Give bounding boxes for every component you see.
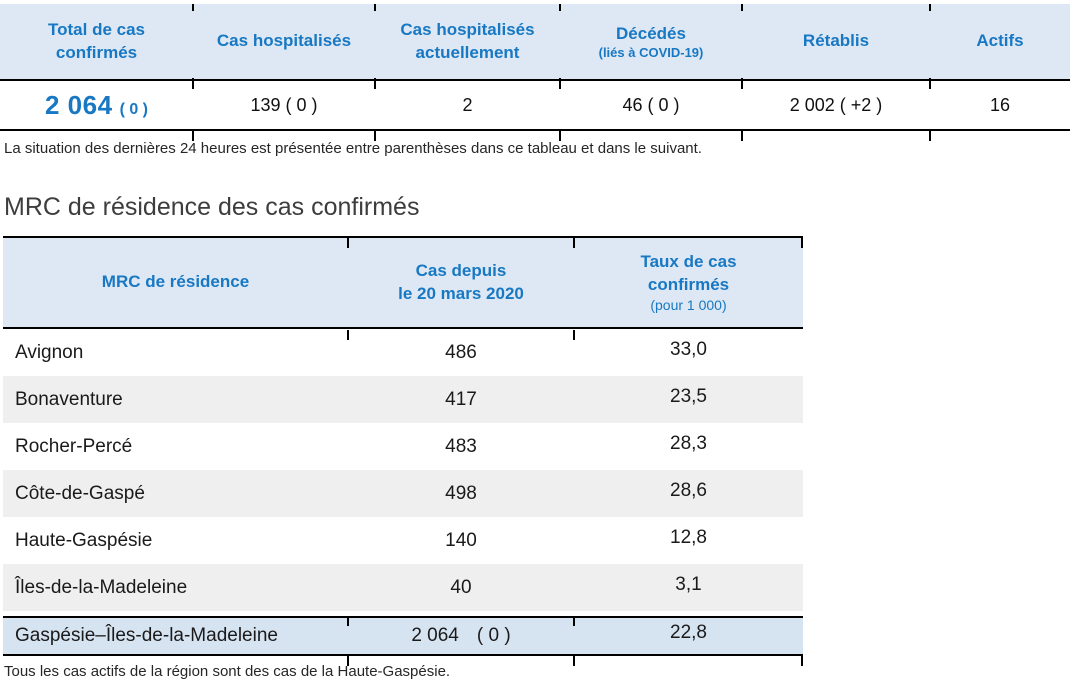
table-total-row: Gaspésie–Îles-de-la-Madeleine 2 064 ( 0 )… <box>3 616 803 656</box>
mrc-cases: 417 <box>445 388 477 410</box>
column-divider-tick <box>929 78 931 89</box>
column-divider-tick <box>929 4 931 11</box>
region-total-name: Gaspésie–Îles-de-la-Madeleine <box>15 625 278 646</box>
header-label-line1: Taux de cas <box>640 252 737 272</box>
mrc-cases: 40 <box>450 576 472 598</box>
column-divider-tick <box>192 4 194 11</box>
table-row: Îles-de-la-Madeleine 40 3,1 <box>3 564 803 611</box>
column-divider-tick <box>374 130 376 141</box>
column-divider-tick <box>929 130 931 141</box>
mrc-cases: 498 <box>445 482 477 504</box>
column-divider-tick <box>559 78 561 89</box>
total-confirmed-number: 2 064 <box>44 89 113 120</box>
mrc-rate: 28,6 <box>670 479 707 501</box>
mrc-name: Îles-de-la-Madeleine <box>15 576 188 598</box>
column-divider-tick <box>347 330 349 340</box>
header-hospitalized-current: Cas hospitalisés actuellement <box>375 4 560 79</box>
page-title: MRC de résidence des cas confirmés <box>4 193 420 221</box>
header-active: Actifs <box>930 4 1070 79</box>
mrc-cases: 483 <box>445 435 477 457</box>
header-label-line2: le 20 mars 2020 <box>398 283 524 303</box>
parentheses-note: La situation des dernières 24 heures est… <box>4 140 702 157</box>
mrc-rate: 33,0 <box>670 338 707 360</box>
column-divider-tick <box>573 656 575 666</box>
region-total-cases: 2 064 ( 0 ) <box>348 625 574 647</box>
mrc-rate: 28,3 <box>670 432 707 454</box>
summary-table-header: Total de cas confirmés Cas hospitalisés … <box>0 4 1070 79</box>
mrc-name: Bonaventure <box>15 388 123 410</box>
value-total-confirmed: 2 064 ( 0 ) <box>0 90 193 121</box>
value-recovered: 2 002 ( +2 ) <box>789 94 883 115</box>
column-divider-tick <box>347 616 349 626</box>
region-total-cases-delta: ( 0 ) <box>476 625 511 646</box>
header-mrc-residence: MRC de résidence <box>3 238 348 327</box>
column-divider-tick <box>801 656 803 666</box>
header-label: Cas hospitalisés actuellement <box>400 20 535 62</box>
summary-table-values: 2 064 ( 0 ) 139 ( 0 ) 2 46 ( 0 ) 2 002 (… <box>0 79 1070 131</box>
column-divider-tick <box>573 238 575 248</box>
column-divider-tick <box>192 78 194 89</box>
mrc-name: Avignon <box>15 341 84 363</box>
mrc-rate: 3,1 <box>675 573 702 595</box>
header-label: Actifs <box>976 31 1024 51</box>
column-divider-tick <box>573 330 575 340</box>
column-divider-tick <box>801 238 803 248</box>
mrc-table: MRC de résidence Cas depuis le 20 mars 2… <box>3 236 803 656</box>
total-confirmed-delta: ( 0 ) <box>119 100 149 118</box>
mrc-table-header: MRC de résidence Cas depuis le 20 mars 2… <box>3 236 803 329</box>
header-label: Cas hospitalisés <box>216 31 352 51</box>
column-divider-tick <box>741 78 743 89</box>
header-sublabel: (pour 1 000) <box>650 297 727 314</box>
header-label-line1: Cas depuis <box>415 260 507 280</box>
column-divider-tick <box>347 656 349 666</box>
mrc-name: Côte-de-Gaspé <box>15 482 145 504</box>
column-divider-tick <box>559 130 561 141</box>
value-hospitalized-current: 2 <box>462 94 473 115</box>
column-divider-tick <box>559 4 561 11</box>
table-row: Rocher-Percé 483 28,3 <box>3 423 803 470</box>
region-total-rate: 22,8 <box>670 622 707 643</box>
header-deceased: Décédés (liés à COVID-19) <box>560 4 742 79</box>
table-row: Bonaventure 417 23,5 <box>3 376 803 423</box>
header-label-line2: confirmés <box>647 275 730 295</box>
report-page: { "colors": { "accent_blue_text": "#1878… <box>0 4 1070 684</box>
value-hospitalized: 139 ( 0 ) <box>250 94 318 115</box>
value-deceased: 46 ( 0 ) <box>622 94 680 115</box>
header-label: Décédés <box>616 23 686 43</box>
mrc-name: Rocher-Percé <box>15 435 133 457</box>
header-label: MRC de résidence <box>101 272 250 292</box>
column-divider-tick <box>741 130 743 141</box>
value-active: 16 <box>989 94 1011 115</box>
mrc-name: Haute-Gaspésie <box>15 529 153 551</box>
mrc-cases: 486 <box>445 341 477 363</box>
region-total-cases-number: 2 064 <box>411 625 459 646</box>
header-total-confirmed: Total de cas confirmés <box>0 4 193 79</box>
table-row: Haute-Gaspésie 140 12,8 <box>3 517 803 564</box>
mrc-rate: 12,8 <box>670 526 707 548</box>
mrc-cases: 140 <box>445 529 477 551</box>
header-label: Total de cas confirmés <box>48 20 145 62</box>
header-cases-since: Cas depuis le 20 mars 2020 <box>348 238 574 327</box>
header-sublabel: (liés à COVID-19) <box>598 44 704 60</box>
active-cases-note: Tous les cas actifs de la région sont de… <box>4 663 451 680</box>
column-divider-tick <box>573 616 575 626</box>
header-recovered: Rétablis <box>742 4 930 79</box>
table-row: Côte-de-Gaspé 498 28,6 <box>3 470 803 517</box>
column-divider-tick <box>741 4 743 11</box>
header-label: Rétablis <box>802 31 870 51</box>
column-divider-tick <box>374 4 376 11</box>
header-hospitalized: Cas hospitalisés <box>193 4 375 79</box>
column-divider-tick <box>374 78 376 89</box>
table-row: Avignon 486 33,0 <box>3 329 803 376</box>
column-divider-tick <box>192 130 194 141</box>
column-divider-tick <box>347 238 349 248</box>
mrc-rate: 23,5 <box>670 385 707 407</box>
header-confirmed-rate: Taux de cas confirmés (pour 1 000) <box>574 238 803 327</box>
